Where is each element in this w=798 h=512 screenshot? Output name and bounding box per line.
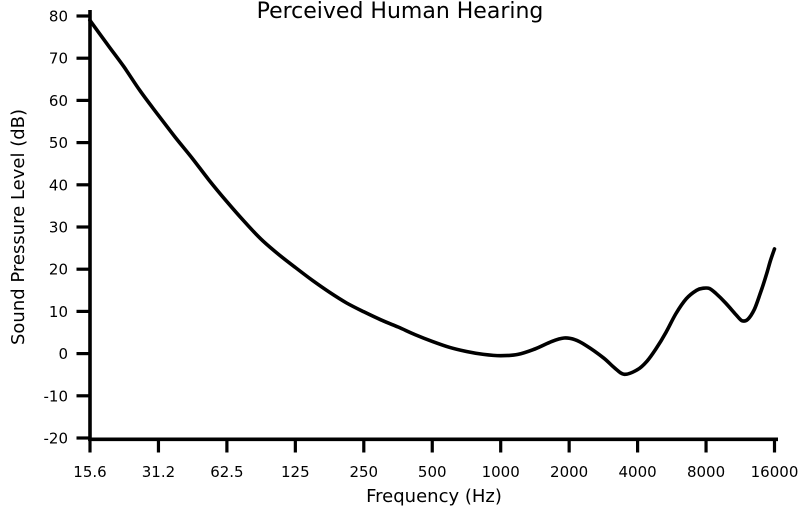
x-tick-label: 16000: [751, 463, 798, 481]
y-tick-label: 50: [49, 134, 68, 152]
x-tick-label: 15.6: [73, 463, 106, 481]
y-tick-label: 80: [49, 8, 68, 26]
chart-title: Perceived Human Hearing: [257, 0, 544, 24]
y-tick-label: -20: [44, 430, 69, 448]
x-tick-label: 2000: [550, 463, 588, 481]
y-tick-label: -10: [44, 387, 69, 405]
x-tick-label: 4000: [619, 463, 657, 481]
x-axis-label: Frequency (Hz): [366, 486, 502, 507]
y-axis-ticks: 80 70 60 50 40 30 20 10 0 -10 -20: [44, 8, 92, 448]
x-tick-label: 31.2: [142, 463, 175, 481]
x-tick-label: 1000: [482, 463, 520, 481]
y-tick-label: 20: [49, 261, 68, 279]
x-tick-label: 250: [349, 463, 378, 481]
hearing-threshold-curve: [88, 18, 777, 377]
x-tick-label: 500: [418, 463, 447, 481]
y-tick-label: 40: [49, 176, 68, 194]
x-tick-label: 125: [281, 463, 310, 481]
y-tick-label: 60: [49, 92, 68, 110]
y-tick-label: 30: [49, 219, 68, 237]
y-tick-label: 70: [49, 50, 68, 68]
y-tick-label: 10: [49, 303, 68, 321]
x-tick-label: 8000: [687, 463, 725, 481]
x-tick-label: 62.5: [210, 463, 243, 481]
x-axis-ticks: 15.6 31.2 62.5 125 250 500 1000 2000 4000 8000 160…: [73, 437, 798, 481]
y-tick-label: 0: [58, 345, 68, 363]
y-axis-label: Sound Pressure Level (dB): [8, 109, 29, 345]
